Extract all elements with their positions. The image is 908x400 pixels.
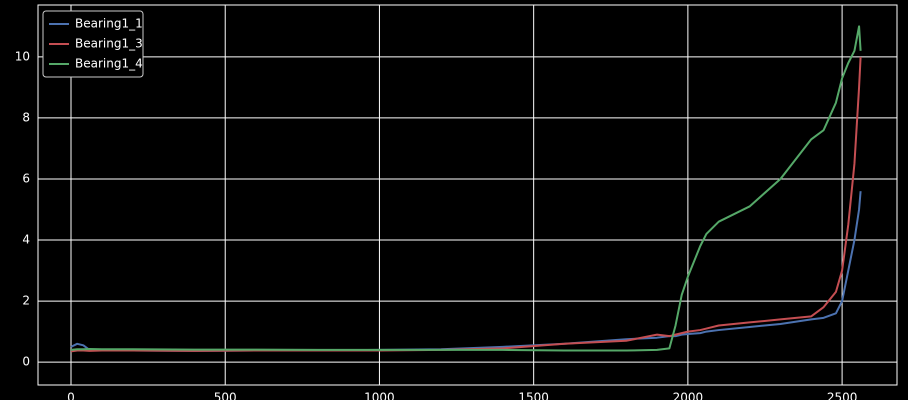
x-tick-label: 2000 bbox=[673, 391, 704, 400]
x-tick-label: 500 bbox=[214, 391, 237, 400]
plot-frame bbox=[37, 4, 898, 386]
x-tick-label: 1000 bbox=[364, 391, 395, 400]
y-tick-label: 4 bbox=[22, 233, 30, 247]
series-line bbox=[70, 191, 862, 352]
y-tick-label: 10 bbox=[15, 49, 30, 63]
series-line bbox=[70, 56, 862, 353]
legend-label: Bearing1_3 bbox=[75, 37, 143, 51]
y-tick-label: 0 bbox=[22, 355, 30, 369]
x-tick-label: 1500 bbox=[518, 391, 549, 400]
y-tick-label: 6 bbox=[22, 171, 30, 185]
x-tick-label: 2500 bbox=[827, 391, 858, 400]
y-tick-label: 8 bbox=[22, 110, 30, 124]
legend-box bbox=[42, 10, 144, 78]
x-tick-label: 0 bbox=[67, 391, 75, 400]
legend-label: Bearing1_4 bbox=[75, 57, 143, 71]
legend-label: Bearing1_1 bbox=[75, 17, 143, 31]
y-tick-label: 2 bbox=[22, 294, 30, 308]
series-line bbox=[70, 25, 862, 352]
legend: Bearing1_1 Bearing1_3 Bearing1_4 bbox=[42, 10, 144, 78]
